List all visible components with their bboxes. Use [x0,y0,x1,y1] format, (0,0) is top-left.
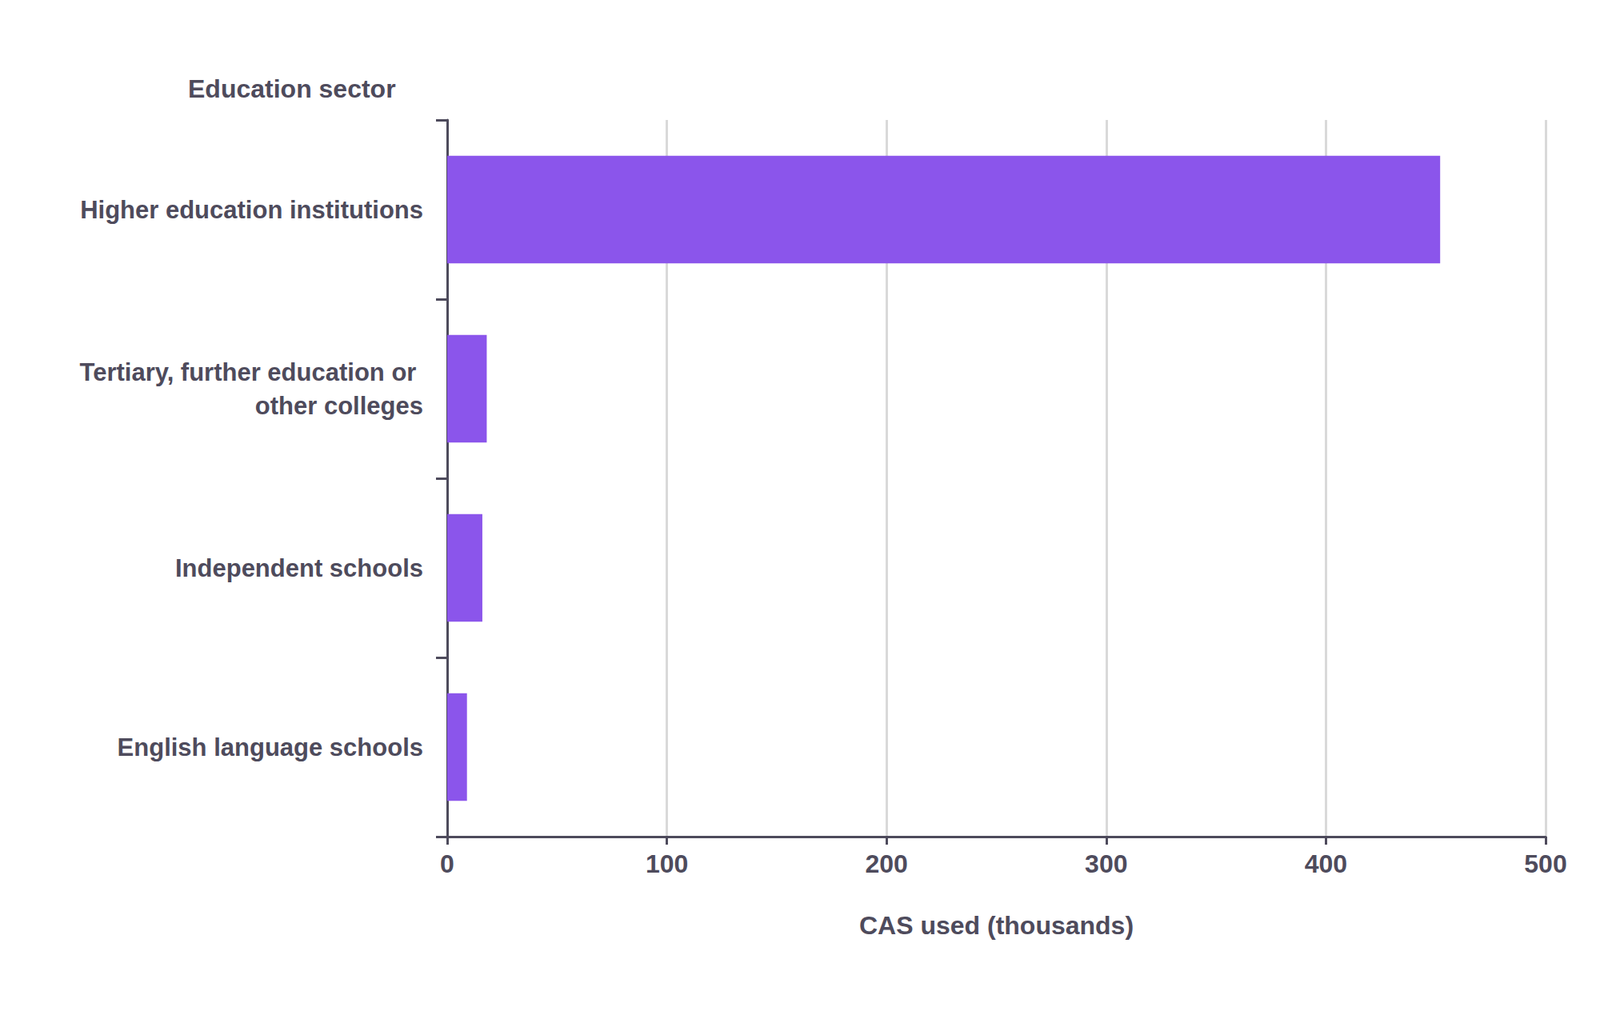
svg-text:200: 200 [865,849,908,879]
svg-text:400: 400 [1304,849,1348,879]
svg-text:Education sector: Education sector [188,74,396,104]
svg-text:Independent schools: Independent schools [175,554,424,583]
svg-text:Tertiary, further education or: Tertiary, further education or [80,358,424,387]
svg-text:100: 100 [645,849,688,879]
svg-text:0: 0 [440,849,455,879]
svg-text:300: 300 [1084,849,1128,879]
svg-text:500: 500 [1524,849,1567,879]
svg-text:English language schools: English language schools [117,733,424,762]
svg-text:CAS used (thousands): CAS used (thousands) [859,911,1134,940]
svg-text:Higher education institutions: Higher education institutions [80,196,424,224]
svg-text:other colleges: other colleges [255,392,424,420]
